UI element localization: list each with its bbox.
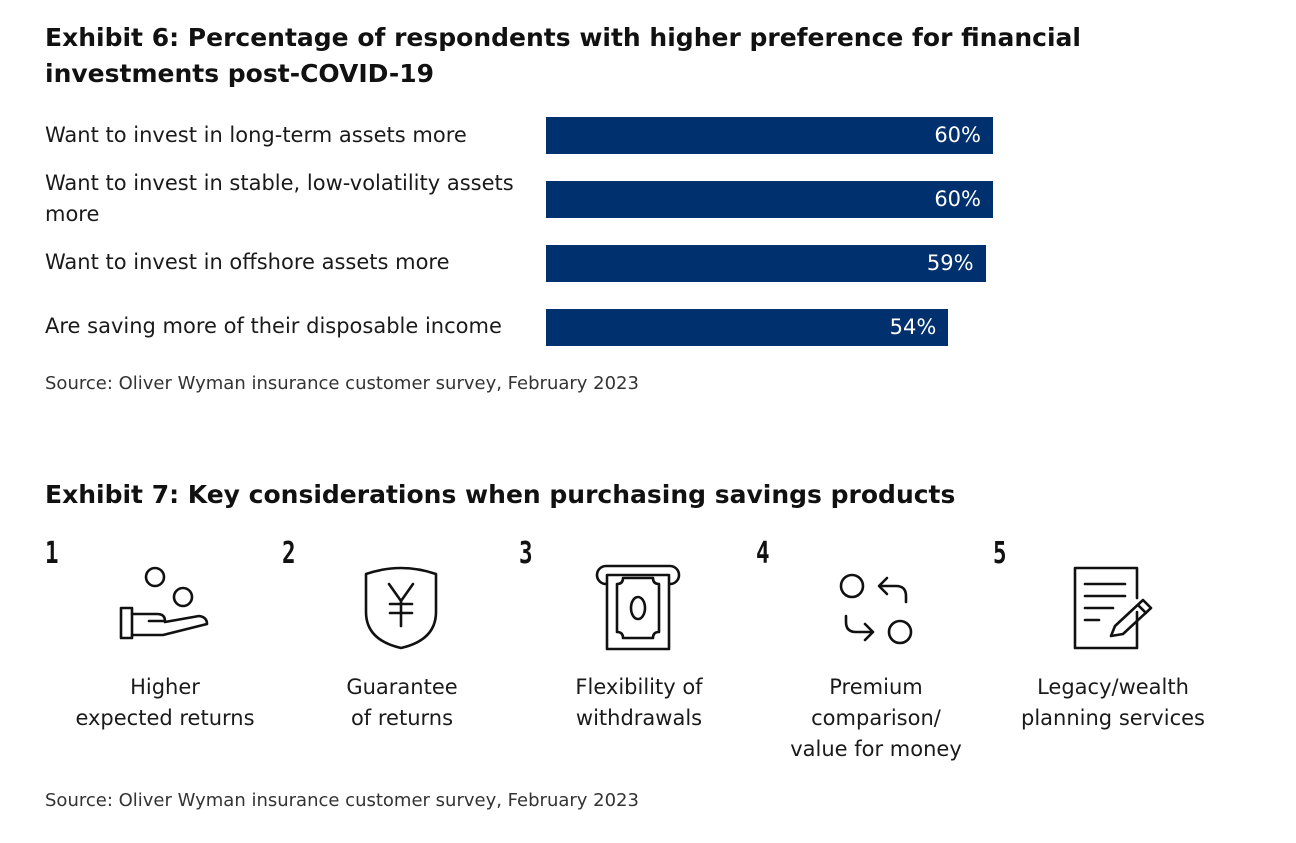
exhibit-6-title: Exhibit 6: Percentage of respondents wit… [45,23,1081,88]
bar: 54% [546,309,949,346]
consideration-5: 5 Legacy/wealth planning services [993,536,1233,776]
bar-category-label: Want to invest in stable, low-volatility… [45,171,514,226]
consideration-label: Higher expected returns [75,675,255,730]
exhibit-7-title: Exhibit 7: Key considerations when purch… [45,480,956,509]
hand-coins-icon [119,566,209,640]
consideration-1: 1 Higher expected returns [45,536,285,776]
consideration-2: 2 Guarantee of returns [282,536,522,776]
bar-value-label: 60% [934,187,981,211]
bar-category-label: Want to invest in offshore assets more [45,250,450,274]
consideration-label: Premium comparison/ value for money [790,675,962,761]
consideration-label: Legacy/wealth planning services [1021,675,1205,730]
consideration-4: 4 Premium comparison/ value for money [756,536,996,776]
compare-arrows-icon [839,573,913,645]
bar-value-label: 54% [889,315,937,339]
document-pen-icon [1073,566,1153,650]
consideration-label: Guarantee of returns [346,675,458,730]
bar-category-label: Want to invest in long-term assets more [45,123,467,147]
bar: 59% [546,245,986,282]
bar: 60% [546,181,993,218]
bar-value-label: 60% [934,123,981,147]
consideration-number: 1 [45,536,59,571]
exhibit-6-source: Source: Oliver Wyman insurance customer … [45,373,639,394]
consideration-label: Flexibility of withdrawals [575,675,703,730]
consideration-3: 3 Flexibility of withdrawals [519,536,759,776]
yen-shield-icon [364,566,438,650]
bar-value-label: 59% [926,251,974,275]
consideration-number: 2 [282,536,296,571]
bar-category-label: Are saving more of their disposable inco… [45,314,502,338]
exhibit-7-source: Source: Oliver Wyman insurance customer … [45,790,639,811]
consideration-number: 3 [519,536,533,571]
consideration-number: 5 [993,536,1007,571]
bar: 60% [546,117,993,154]
consideration-number: 4 [756,536,770,571]
atm-cash-icon [595,564,681,651]
